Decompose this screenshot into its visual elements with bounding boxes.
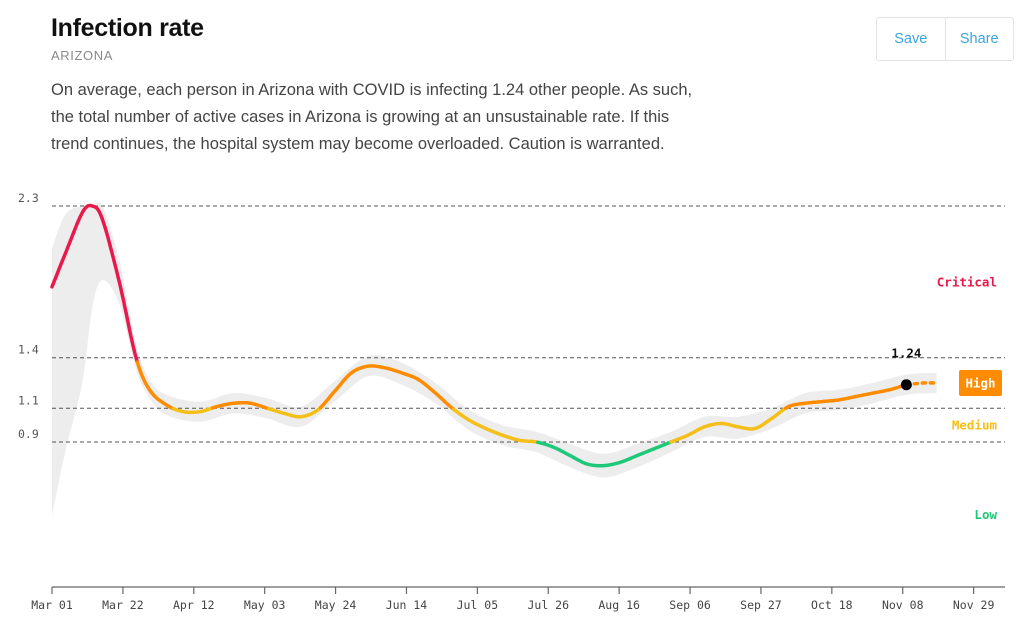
series-line-segment (135, 360, 176, 411)
x-tick-label: Jun 14 (386, 598, 428, 612)
zone-label-medium: Medium (952, 418, 998, 433)
y-tick-label: 0.9 (18, 427, 39, 441)
x-tick-label: Oct 18 (811, 598, 853, 612)
x-tick-label: May 24 (315, 598, 357, 612)
zone-label-critical: Critical (937, 274, 997, 289)
x-tick-label: Jul 26 (527, 598, 569, 612)
uncertainty-band (52, 202, 937, 517)
action-button-group: Save Share (876, 17, 1014, 61)
description-text: On average, each person in Arizona with … (51, 81, 693, 153)
series-line-segment (50, 203, 140, 364)
zone-label-high: High (965, 376, 995, 391)
page-subtitle: ARIZONA (51, 48, 113, 63)
current-value-point (900, 379, 912, 391)
page-title: Infection rate (51, 14, 204, 42)
current-value-label: 1.24 (891, 346, 921, 361)
x-tick-label: May 03 (244, 598, 286, 612)
series-line-segment (784, 382, 909, 410)
x-tick-label: Nov 08 (882, 598, 924, 612)
y-tick-label: 1.4 (18, 343, 39, 357)
x-tick-label: Mar 22 (102, 598, 144, 612)
x-tick-label: Apr 12 (173, 598, 215, 612)
zone-label-low: Low (974, 507, 997, 522)
x-tick-label: Jul 05 (457, 598, 499, 612)
series-line-segment (536, 440, 673, 468)
x-tick-label: Sep 06 (669, 598, 711, 612)
x-tick-label: Sep 27 (740, 598, 782, 612)
current-zone-badge (959, 370, 1002, 397)
series-line-segment (210, 400, 271, 411)
series-line-segment (318, 364, 456, 412)
series-line-segment (171, 406, 215, 415)
save-button[interactable]: Save (894, 31, 928, 47)
x-tick-label: Nov 29 (953, 598, 995, 612)
x-tick-label: Aug 16 (598, 598, 640, 612)
series-line-segment (451, 407, 540, 445)
series-line-segment (669, 406, 788, 444)
y-tick-label: 1.1 (18, 393, 39, 407)
y-tick-label: 2.3 (18, 191, 39, 205)
share-button[interactable]: Share (944, 18, 1014, 60)
x-tick-label: Mar 01 (31, 598, 73, 612)
series-line-segment (266, 405, 323, 419)
